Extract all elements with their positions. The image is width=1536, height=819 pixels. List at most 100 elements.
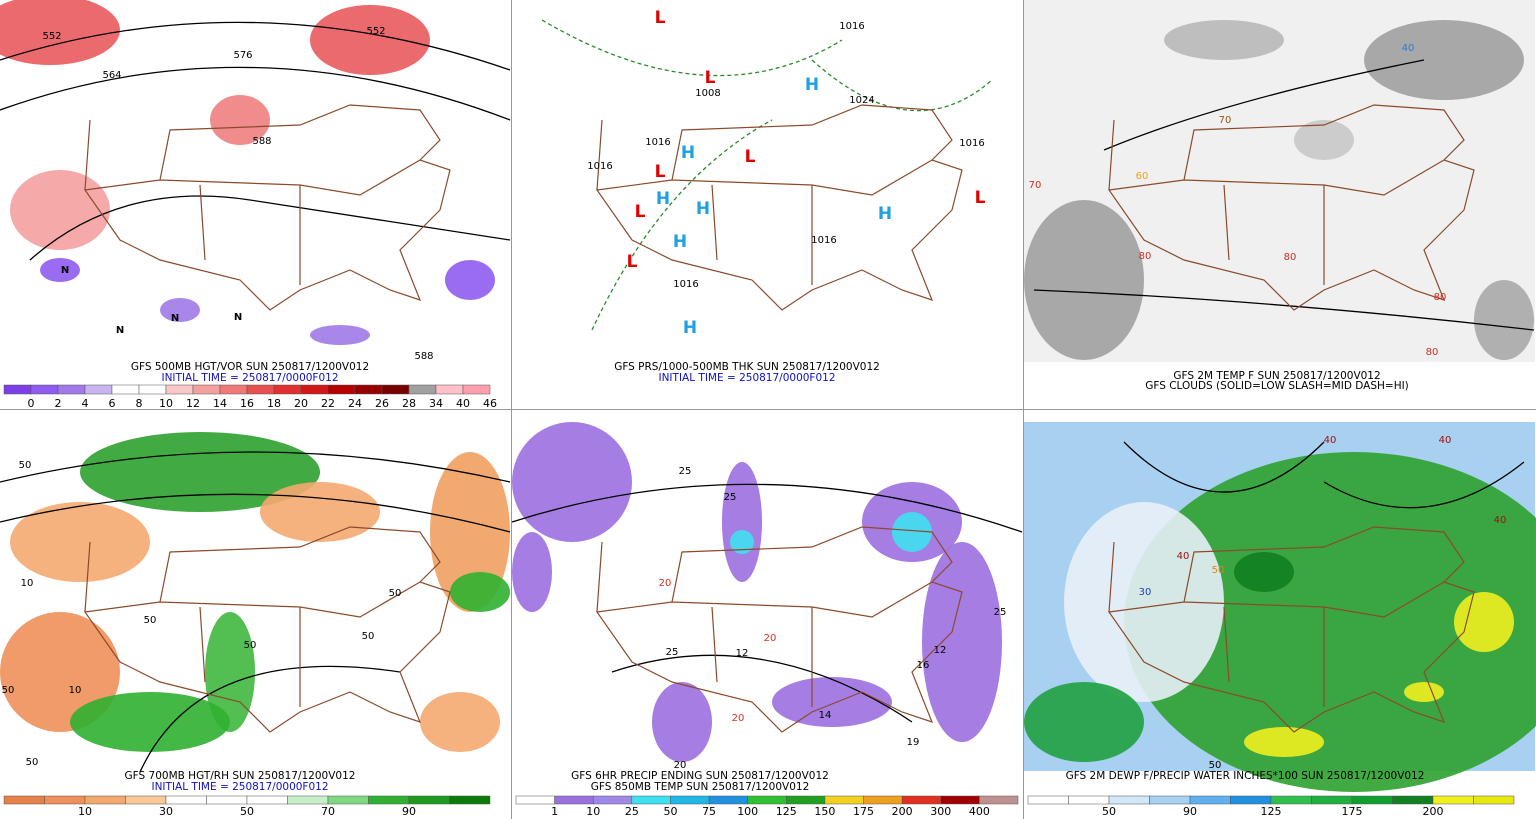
colorbar-swatch (408, 384, 437, 395)
map-label: H (805, 75, 819, 95)
colorbar-swatch (219, 384, 248, 395)
colorbar-label: 100 (737, 805, 758, 818)
field-shading (160, 298, 200, 322)
map-label: 25 (994, 607, 1007, 618)
colorbar-swatch (381, 384, 410, 395)
colorbar-swatch (1392, 795, 1434, 805)
colorbar-label: 50 (240, 805, 254, 818)
map-label: H (673, 232, 687, 252)
field-shading (70, 692, 230, 752)
colorbar-label: 125 (1261, 805, 1282, 818)
map-label: 588 (414, 351, 433, 362)
colorbar-swatch (327, 384, 356, 395)
colorbar-label: 90 (1183, 805, 1197, 818)
map-label: 50 (244, 640, 257, 651)
field-shading (1164, 20, 1284, 60)
map (1024, 441, 1536, 792)
colorbar-swatch (165, 384, 194, 395)
map-label: 20 (659, 578, 672, 589)
map-label: 1016 (811, 235, 836, 246)
map-label: 50 (144, 615, 157, 626)
map-label: L (745, 147, 756, 167)
colorbar-swatch (246, 795, 288, 805)
colorbar-swatch (515, 795, 555, 805)
map-label: 19 (907, 737, 920, 748)
map-label: 80 (1284, 252, 1297, 263)
colorbar-label: 125 (776, 805, 797, 818)
field-shading (730, 530, 754, 554)
colorbar-swatch (786, 795, 826, 805)
colorbar-swatch (979, 795, 1019, 805)
map-label: L (655, 8, 666, 28)
colorbar-label: 2 (55, 397, 62, 410)
colorbar-swatch (165, 795, 207, 805)
map-label: L (705, 68, 716, 88)
colorbar-swatch (824, 795, 864, 805)
field-shading (210, 95, 270, 145)
field-shading (10, 170, 110, 250)
colorbar-swatch (1027, 795, 1069, 805)
panel: 552 552 564 576 588 588 N N N N GFS 500MB HGT/VOR … (0, 0, 511, 410)
colorbar-swatch (44, 795, 86, 805)
map-label: 80 (1434, 292, 1447, 303)
map-label: 10 (69, 685, 82, 696)
colorbar-label: 22 (321, 397, 335, 410)
colorbar-swatch (246, 384, 275, 395)
map-label: 80 (1139, 251, 1152, 262)
colorbar-label: 8 (136, 397, 143, 410)
map-label: 50 (362, 631, 375, 642)
field-shading (1234, 552, 1294, 592)
field-shading (0, 612, 120, 732)
contour (1103, 59, 1425, 151)
map-label: 70 (1219, 115, 1232, 126)
map (0, 0, 511, 345)
colorbar-swatch (1473, 795, 1515, 805)
colorbar-swatch (125, 795, 167, 805)
map-label: N (234, 312, 242, 323)
colorbar-label: 400 (969, 805, 990, 818)
colorbar-swatch (747, 795, 787, 805)
map-label: N (116, 325, 124, 336)
colorbar-label: 28 (402, 397, 416, 410)
map (511, 422, 1023, 762)
colorbar-swatch (554, 795, 594, 805)
map-label: 60 (1136, 171, 1149, 182)
contour (541, 19, 843, 77)
contour (0, 451, 511, 483)
colorbar-label: 75 (702, 805, 716, 818)
colorbar-swatch (708, 795, 748, 805)
colorbar-label: 46 (483, 397, 497, 410)
field-shading (1244, 727, 1324, 757)
map-label: 40 (1439, 435, 1452, 446)
field-shading (430, 452, 510, 612)
state-borders (595, 104, 963, 311)
colorbar-label: 200 (1423, 805, 1444, 818)
field-shading (1404, 682, 1444, 702)
contour (0, 21, 511, 71)
contour (0, 493, 511, 533)
map-label: 50 (26, 757, 39, 768)
map-label: 576 (233, 50, 252, 61)
caption: GFS 500MB HGT/VOR SUN 250817/1200V012 (131, 361, 369, 373)
map-label: L (635, 202, 646, 222)
caption: GFS 2M TEMP F SUN 250817/1200V012 (1173, 370, 1380, 382)
colorbar-swatch (408, 795, 450, 805)
colorbar-label: 50 (663, 805, 677, 818)
colorbar-label: 150 (814, 805, 835, 818)
colorbar-swatch (449, 795, 491, 805)
colorbar-label: 0 (28, 397, 35, 410)
field-shading (420, 692, 500, 752)
colorbar-swatch (1351, 795, 1393, 805)
colorbar-swatch (1149, 795, 1191, 805)
colorbar-label: 90 (402, 805, 416, 818)
map-label: H (656, 189, 670, 209)
field-shading (512, 422, 632, 542)
contour (611, 654, 913, 723)
colorbar-label: 70 (321, 805, 335, 818)
map-label: 14 (819, 710, 832, 721)
colorbar-swatch (57, 384, 86, 395)
colorbar-label: 200 (892, 805, 913, 818)
colorbar-swatch (901, 795, 942, 805)
